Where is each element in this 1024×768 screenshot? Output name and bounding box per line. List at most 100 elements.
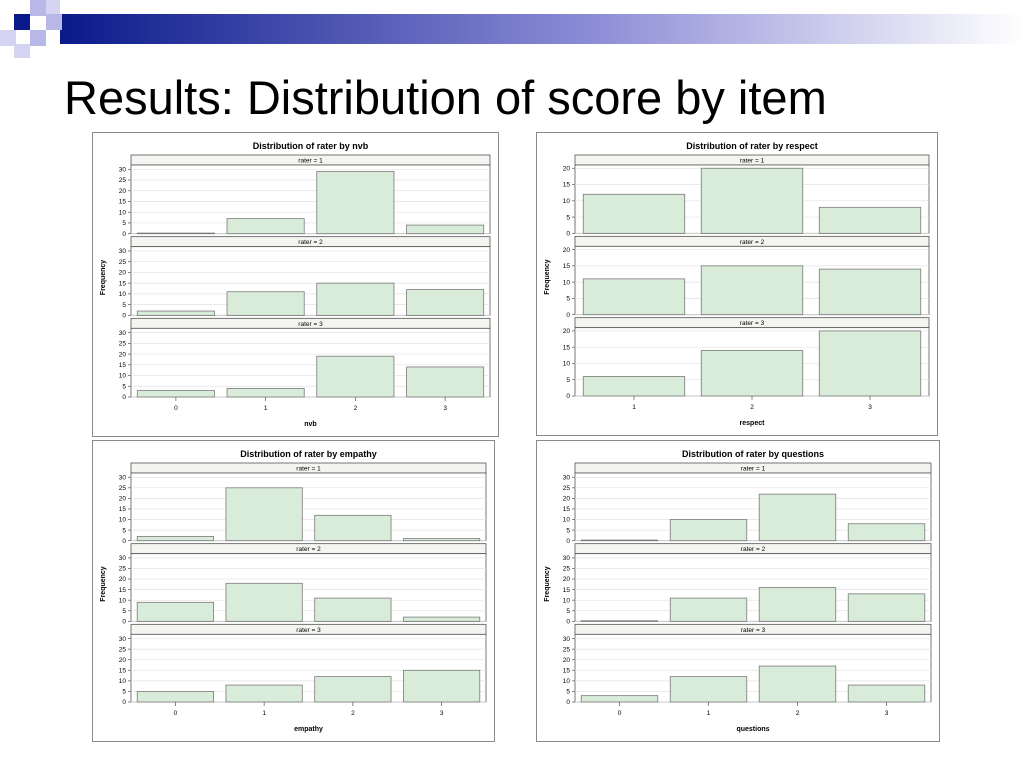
y-tick-label: 5 — [566, 377, 570, 384]
chart-svg: Distribution of rater by empathy rater = … — [100, 449, 487, 733]
y-tick-label: 30 — [563, 636, 571, 643]
y-tick-label: 15 — [563, 506, 571, 513]
bar — [669, 597, 748, 622]
chart-svg: Distribution of rater by respect rater = … — [544, 141, 930, 427]
y-axis-label: Frequency — [100, 260, 107, 296]
bar — [758, 493, 837, 542]
y-tick-label: 25 — [563, 566, 571, 573]
y-tick-label: 25 — [119, 566, 127, 573]
y-tick-label: 0 — [566, 312, 570, 319]
x-tick-label: 3 — [885, 710, 889, 717]
panel-strip-label: rater = 1 — [296, 466, 321, 473]
y-tick-label: 10 — [119, 373, 127, 380]
y-tick-label: 0 — [122, 231, 126, 238]
bar — [225, 582, 303, 622]
y-tick-label: 10 — [119, 517, 127, 524]
x-tick-label: 0 — [174, 405, 178, 412]
y-axis-label: Frequency — [544, 259, 551, 295]
x-tick-label: 3 — [440, 710, 444, 717]
y-tick-label: 5 — [122, 220, 126, 227]
y-tick-label: 15 — [119, 667, 127, 674]
y-tick-label: 0 — [566, 538, 570, 545]
y-tick-label: 15 — [563, 263, 571, 270]
y-tick-label: 10 — [119, 678, 127, 685]
y-tick-label: 5 — [122, 689, 126, 696]
bar — [669, 676, 748, 703]
y-tick-label: 5 — [566, 608, 570, 615]
x-axis-label: questions — [736, 726, 769, 733]
bar — [669, 519, 748, 542]
y-tick-label: 10 — [563, 597, 571, 604]
decor-square — [46, 14, 62, 30]
y-tick-label: 10 — [119, 597, 127, 604]
y-tick-label: 15 — [563, 182, 571, 189]
y-tick-label: 30 — [119, 555, 127, 562]
chart-panel-questions: Distribution of rater by questions rater … — [536, 440, 940, 742]
x-tick-label: 2 — [354, 405, 358, 412]
slide-title: Results: Distribution of score by item — [64, 71, 827, 124]
y-tick-label: 30 — [119, 166, 127, 173]
y-tick-label: 0 — [566, 393, 570, 400]
chart-panel-nvb: Distribution of rater by nvb rater = 1 0 5 1… — [92, 132, 499, 437]
panel-strip-label: rater = 1 — [298, 158, 323, 165]
bar — [818, 330, 922, 397]
y-tick-label: 15 — [119, 280, 127, 287]
bar — [700, 167, 804, 234]
x-tick-label: 2 — [796, 710, 800, 717]
panel-strip-label: rater = 2 — [298, 239, 323, 246]
bar — [136, 310, 215, 316]
bar — [582, 278, 686, 316]
bar — [580, 695, 659, 703]
y-tick-label: 25 — [119, 259, 127, 266]
y-tick-label: 0 — [122, 313, 126, 320]
y-tick-label: 5 — [122, 302, 126, 309]
chart-panel-empathy: Distribution of rater by empathy rater = … — [92, 440, 495, 742]
y-tick-label: 15 — [119, 506, 127, 513]
y-tick-label: 10 — [563, 678, 571, 685]
y-tick-label: 15 — [119, 199, 127, 206]
y-tick-label: 20 — [563, 576, 571, 583]
bar — [847, 523, 926, 542]
y-tick-label: 10 — [119, 209, 127, 216]
x-tick-label: 3 — [868, 404, 872, 411]
y-axis-label: Frequency — [100, 566, 107, 602]
y-tick-label: 25 — [119, 485, 127, 492]
y-tick-label: 20 — [119, 576, 127, 583]
x-tick-label: 1 — [707, 710, 711, 717]
bar — [314, 514, 392, 542]
bar — [136, 232, 215, 235]
x-tick-label: 1 — [632, 404, 636, 411]
bar — [818, 268, 922, 316]
x-tick-label: 0 — [174, 710, 178, 717]
panel-strip-label: rater = 2 — [296, 546, 321, 553]
decor-square — [0, 30, 16, 46]
y-tick-label: 15 — [119, 362, 127, 369]
bar — [136, 390, 215, 398]
y-tick-label: 15 — [563, 667, 571, 674]
y-tick-label: 0 — [566, 231, 570, 238]
y-tick-label: 0 — [122, 394, 126, 401]
y-tick-label: 0 — [566, 699, 570, 706]
y-tick-label: 20 — [119, 657, 127, 664]
y-tick-label: 5 — [122, 383, 126, 390]
bar — [314, 597, 392, 622]
y-tick-label: 20 — [563, 496, 571, 503]
bar — [406, 224, 485, 235]
chart-title: Distribution of rater by respect — [686, 141, 818, 151]
y-tick-label: 10 — [563, 361, 571, 368]
y-tick-label: 25 — [119, 341, 127, 348]
y-tick-label: 30 — [119, 330, 127, 337]
bar — [225, 684, 303, 703]
bar — [136, 601, 214, 622]
panel-strip-label: rater = 3 — [740, 320, 765, 327]
y-tick-label: 30 — [563, 555, 571, 562]
bar — [582, 376, 686, 397]
chart-svg: Distribution of rater by nvb rater = 1 0 5 1… — [100, 141, 491, 428]
panel-frame — [574, 472, 932, 542]
panel-frame — [130, 472, 487, 542]
decor-square — [30, 30, 46, 46]
y-tick-label: 20 — [119, 188, 127, 195]
bar — [226, 388, 305, 398]
y-tick-label: 20 — [119, 496, 127, 503]
x-tick-label: 2 — [351, 710, 355, 717]
